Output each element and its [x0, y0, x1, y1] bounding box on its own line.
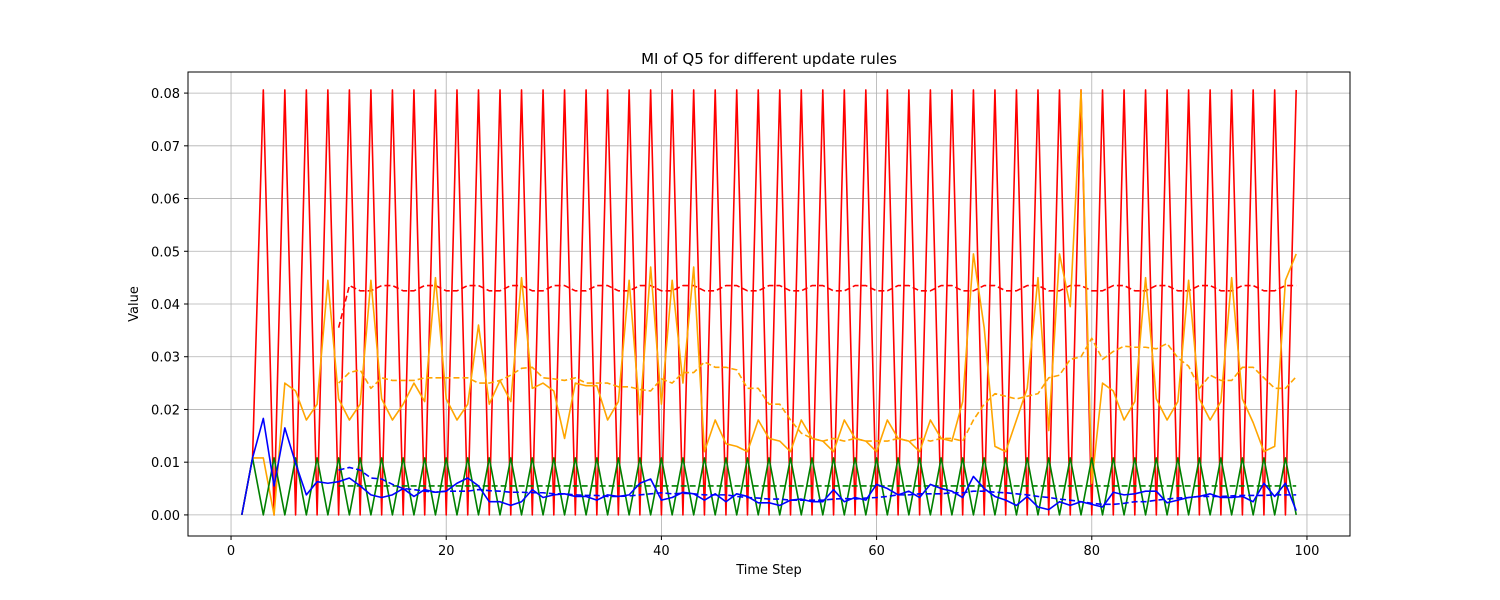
y-axis-label: Value — [127, 286, 142, 322]
series-group — [241, 89, 1297, 516]
x-tick-label: 100 — [1295, 544, 1320, 559]
y-tick-label: 0.04 — [151, 298, 180, 313]
x-axis-label: Time Step — [735, 563, 802, 578]
series-line-5-solid — [241, 457, 1297, 516]
y-tick-label: 0.06 — [151, 193, 180, 208]
series-line-7-solid — [241, 417, 1297, 516]
y-tick-label: 0.05 — [151, 245, 180, 260]
y-tick-label: 0.03 — [151, 351, 180, 366]
y-tick-label: 0.01 — [151, 456, 180, 471]
y-tick-label: 0.02 — [151, 403, 180, 418]
series-line-3-solid — [241, 89, 1297, 516]
x-tick-label: 80 — [1084, 544, 1101, 559]
series-line-2-dashed — [337, 284, 1297, 328]
y-tick-label: 0.00 — [151, 509, 180, 524]
series-line-1-solid — [241, 89, 1297, 516]
y-tick-label: 0.08 — [151, 87, 180, 102]
x-tick-label: 20 — [438, 544, 455, 559]
y-tick-label: 0.07 — [151, 140, 180, 155]
x-axis: 0 20 40 60 80 100 — [227, 536, 1319, 559]
y-axis: 0.00 0.01 0.02 0.03 0.04 0.05 0.06 0.07 0.08 — [151, 87, 188, 524]
chart-title: MI of Q5 for different update rules — [641, 50, 897, 68]
x-tick-label: 40 — [653, 544, 670, 559]
series-line-4-dashed — [338, 337, 1297, 442]
series-line-8-dashed — [338, 466, 1297, 506]
x-tick-label: 60 — [868, 544, 885, 559]
x-tick-label: 0 — [227, 544, 235, 559]
